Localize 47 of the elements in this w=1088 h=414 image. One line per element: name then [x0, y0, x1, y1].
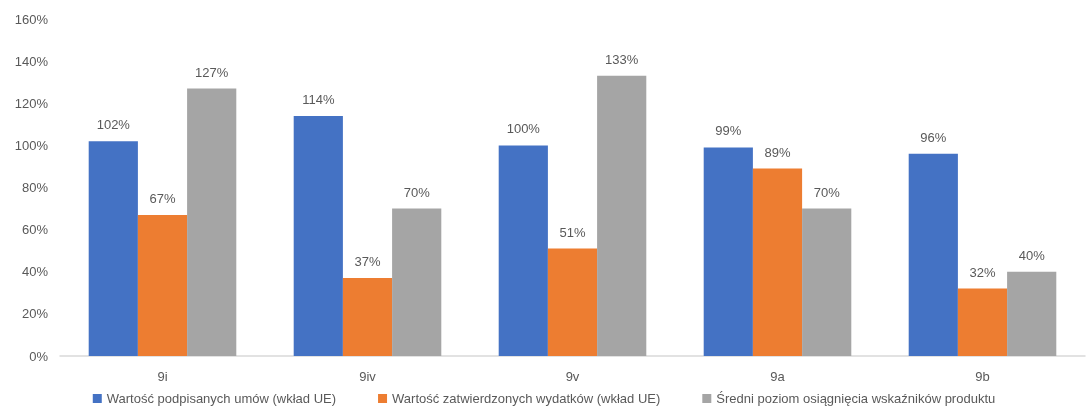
x-tick-label: 9v	[565, 369, 580, 384]
y-tick-label: 140%	[14, 53, 49, 69]
bar	[137, 214, 188, 356]
bar	[957, 288, 1008, 356]
data-label: 127%	[195, 64, 229, 80]
bar	[1007, 271, 1057, 356]
y-tick-label: 120%	[14, 95, 49, 111]
y-tick-label: 0%	[29, 348, 49, 364]
data-label: 100%	[506, 121, 541, 137]
data-label: 67%	[149, 190, 176, 206]
data-label: 70%	[813, 184, 841, 200]
bar	[392, 208, 442, 356]
bar	[547, 248, 598, 356]
data-label: 99%	[715, 123, 742, 139]
bar	[293, 115, 343, 356]
bar	[802, 208, 852, 356]
data-label: 102%	[96, 117, 131, 133]
legend-label: Średni poziom osiągnięcia wskaźników produktu	[716, 391, 996, 406]
data-label: 32%	[969, 264, 996, 280]
x-tick-label: 9a	[770, 369, 786, 384]
bar	[752, 168, 803, 356]
bar	[703, 147, 753, 356]
bar	[342, 278, 393, 356]
bar	[187, 88, 237, 356]
y-tick-label: 100%	[14, 137, 49, 153]
y-tick-label: 20%	[21, 306, 49, 322]
data-label: 40%	[1018, 247, 1046, 263]
y-tick-label: 160%	[14, 11, 49, 27]
x-tick-label: 9iv	[359, 369, 377, 384]
y-tick-label: 40%	[21, 264, 49, 280]
bar	[498, 145, 548, 356]
y-tick-label: 60%	[21, 222, 49, 238]
data-label: 89%	[764, 144, 791, 160]
bar	[908, 153, 958, 356]
legend-label: Wartość podpisanych umów (wkład UE)	[106, 391, 337, 406]
x-tick-label: 9b	[975, 369, 990, 384]
legend-label: Wartość zatwierdzonych wydatków (wkład UE)	[392, 391, 661, 406]
data-label: 70%	[403, 184, 431, 200]
data-label: 96%	[920, 129, 947, 145]
data-label: 37%	[354, 254, 381, 270]
bar	[88, 141, 138, 356]
data-label: 133%	[605, 51, 639, 67]
x-tick-label: 9i	[157, 369, 168, 384]
bar	[597, 75, 647, 356]
data-label: 51%	[559, 224, 586, 240]
data-label: 114%	[302, 91, 335, 107]
y-tick-label: 80%	[21, 180, 49, 195]
